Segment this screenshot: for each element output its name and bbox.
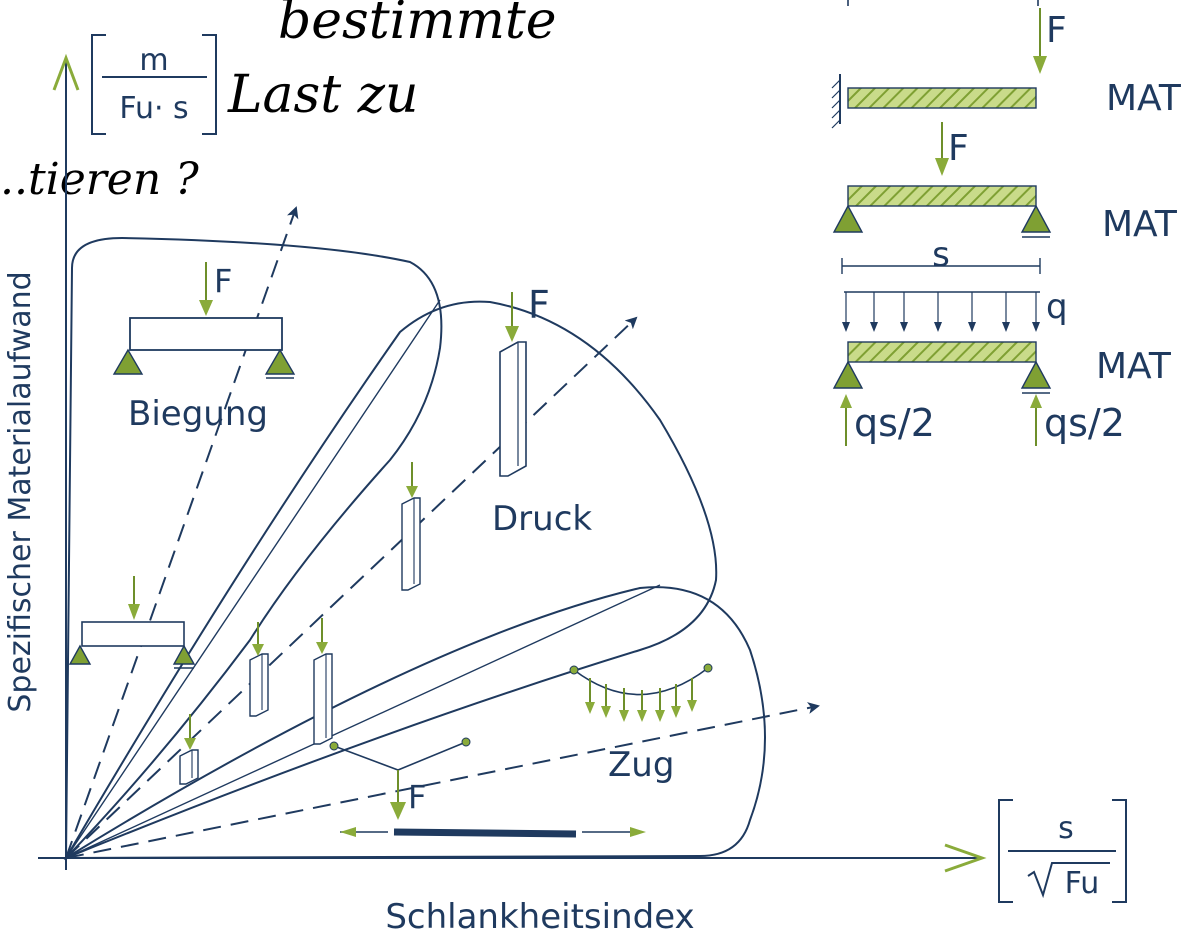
case-distributed-mat: MAT [1096,346,1172,387]
case-span-label: s [932,235,950,275]
case-point-mat: MAT [1102,204,1178,245]
dashed-ray-flat [65,702,820,859]
druck-column-large: F [499,283,550,477]
y-axis-label: Spezifischer Materialaufwand [3,271,38,712]
dashed-ray-steep [65,206,299,859]
zug-bar-tension [340,827,646,838]
zug-force-label: F [408,778,426,816]
x-unit-numerator: s [1058,811,1074,846]
case-point-force-label: F [948,128,969,169]
case-span-dimension: s [841,235,1041,275]
druck-force-label: F [528,283,550,327]
x-axis-unit: s Fu [998,799,1127,903]
handwriting-line-1: bestimmte [278,0,557,51]
axes: Spezifischer Materialaufwand Schlankheit… [3,34,1127,931]
solid-ray-1 [65,299,441,859]
handwriting-line-3: ...tieren ? [0,154,199,205]
region-label-druck: Druck [492,499,592,539]
druck-column-tiny [179,714,199,785]
region-label-zug: Zug [608,745,674,785]
biegung-force-label: F [214,262,232,300]
case-cantilever-mat: MAT [1106,78,1182,119]
biegung-beam-small [68,576,196,669]
solid-ray-2 [65,584,661,859]
case-simple-point-load: F MAT [832,122,1178,245]
region-outlines [62,236,766,861]
x-axis-arrowhead [944,843,987,873]
case-cantilever-force-label: F [1046,10,1067,51]
druck-column-small [249,622,269,717]
case-reaction-right: qs/2 [1044,401,1125,445]
sqrt-sign-icon [1027,862,1110,899]
case-distributed-load-label: q [1046,287,1068,327]
y-axis-arrowhead [52,53,80,91]
y-axis-unit: m Fu· s [91,34,217,135]
case-reaction-left: qs/2 [854,401,935,445]
region-label-biegung: Biegung [128,394,268,434]
druck-column-medium [401,462,421,591]
radial-lines [65,206,820,859]
handwriting-line-2: Last zu [227,65,419,125]
region-outline-biegung [64,236,443,861]
case-simple-distributed-load: q MAT qs/2 qs/2 [832,287,1172,446]
x-unit-denominator: Fu [1065,866,1100,901]
x-axis-label: Schlankheitsindex [385,897,694,931]
y-unit-denominator: Fu· s [119,91,188,126]
handwritten-notes: bestimmte Last zu ...tieren ? [0,0,557,205]
case-cantilever: F MAT [831,0,1182,129]
region-outline-zug [62,586,766,860]
dashed-ray-middle [65,316,638,859]
zug-cable-pointload: F [329,737,471,820]
zug-cable-sagging [569,663,713,722]
region-outline-druck [63,300,718,861]
biegung-beam-large: F [112,262,296,379]
druck-column-slender [313,618,333,745]
y-unit-numerator: m [139,43,168,78]
